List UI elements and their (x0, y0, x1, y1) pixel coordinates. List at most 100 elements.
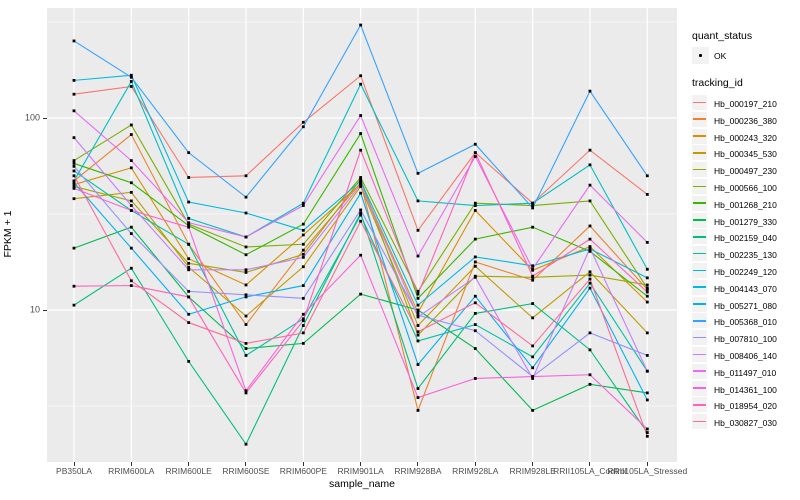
data-point (416, 330, 420, 334)
legend-key-Hb_005368_010 (692, 313, 707, 329)
x-tick-mark (532, 462, 534, 466)
data-point (531, 201, 535, 205)
data-point (244, 341, 248, 345)
data-point (588, 373, 592, 377)
x-tick-mark (73, 462, 75, 466)
legend-key-Hb_011497_010 (692, 363, 707, 379)
data-point (473, 255, 477, 259)
x-tick-mark (417, 462, 419, 466)
data-point (72, 284, 76, 288)
data-point (359, 292, 363, 296)
data-point (72, 109, 76, 113)
legend-label-Hb_008406_140: Hb_008406_140 (714, 351, 777, 361)
data-point (187, 265, 191, 269)
data-point (416, 315, 420, 319)
data-point (416, 324, 420, 327)
data-point (187, 224, 191, 228)
data-point (588, 199, 592, 203)
data-point (129, 284, 133, 287)
data-point (301, 284, 305, 287)
data-point (72, 78, 76, 82)
legend-label-Hb_000197_210: Hb_000197_210 (714, 99, 777, 109)
data-point (588, 183, 592, 187)
data-point (129, 181, 133, 185)
data-point (244, 235, 248, 239)
legend-key-Hb_004143_070 (692, 279, 707, 295)
data-point (645, 331, 649, 335)
data-point (588, 270, 592, 274)
data-point (187, 359, 191, 363)
data-point (588, 281, 592, 285)
data-point (645, 300, 649, 304)
data-point (588, 163, 592, 167)
data-point (359, 114, 363, 117)
legend-swatch-Hb_002249_120 (693, 269, 706, 272)
data-point (531, 375, 535, 378)
x-tick-label: RRIM901LA (337, 466, 384, 476)
data-point (301, 265, 305, 269)
data-point (301, 125, 305, 129)
data-point (301, 317, 305, 321)
legend-swatch-Hb_000197_210 (693, 101, 706, 104)
legend-swatch-Hb_014361_100 (693, 387, 706, 389)
data-point (588, 245, 592, 248)
x-tick-label: RRIM600LE (165, 466, 212, 476)
data-point (645, 369, 649, 373)
data-point (244, 245, 248, 249)
data-point (301, 324, 305, 327)
data-point (301, 341, 305, 345)
data-point (645, 286, 649, 290)
data-point (359, 148, 363, 152)
data-point (416, 311, 420, 314)
data-point (416, 333, 420, 337)
data-point (72, 197, 76, 201)
legend-swatch-Hb_011497_010 (693, 370, 706, 373)
data-point (416, 387, 420, 390)
legend-key-Hb_030827_030 (692, 414, 707, 430)
data-point (531, 225, 535, 229)
data-point (301, 252, 305, 256)
legend-label-Hb_001279_330: Hb_001279_330 (714, 216, 777, 227)
data-point (359, 208, 363, 212)
data-point (72, 169, 76, 173)
data-point (473, 275, 477, 279)
data-point (359, 82, 363, 86)
legend-label-Hb_002159_040: Hb_002159_040 (714, 233, 777, 244)
data-point (645, 294, 649, 298)
data-point (244, 211, 248, 215)
data-point (301, 233, 305, 237)
x-tick-label: RRIM928LE (509, 466, 556, 476)
x-tick-label: RRII105LA_Control (553, 466, 627, 476)
x-tick-label: RRIM600LA (108, 466, 155, 476)
data-point (301, 255, 305, 259)
data-point (301, 201, 305, 205)
data-point (416, 296, 420, 300)
data-point (72, 136, 76, 140)
data-point (588, 224, 592, 228)
data-point (645, 283, 649, 287)
data-point (301, 228, 305, 232)
data-point (244, 174, 248, 178)
data-point (416, 292, 420, 296)
legend-label-Hb_000345_530: Hb_000345_530 (714, 149, 777, 160)
data-point (301, 248, 305, 252)
data-point (531, 316, 535, 320)
x-tick-label: RRIM600SE (222, 466, 270, 476)
legend-label-Hb_018954_020: Hb_018954_020 (714, 401, 777, 412)
y-tick-mark (43, 117, 47, 119)
data-point (129, 166, 133, 170)
legend-swatch-Hb_000345_530 (693, 151, 706, 154)
legend-swatch-Hb_018954_020 (693, 403, 706, 406)
data-point (645, 427, 649, 431)
legend-label-Hb_000497_230: Hb_000497_230 (714, 166, 777, 177)
legend-swatch-Hb_000497_230 (693, 168, 706, 171)
data-point (244, 347, 248, 350)
legend-label-Hb_001268_210: Hb_001268_210 (714, 199, 777, 210)
data-point (301, 242, 305, 246)
data-point (301, 120, 305, 124)
data-point (129, 204, 133, 207)
legend-swatch-Hb_000243_320 (693, 135, 706, 137)
data-point (72, 179, 76, 183)
data-point (531, 267, 535, 271)
data-point (301, 296, 305, 300)
